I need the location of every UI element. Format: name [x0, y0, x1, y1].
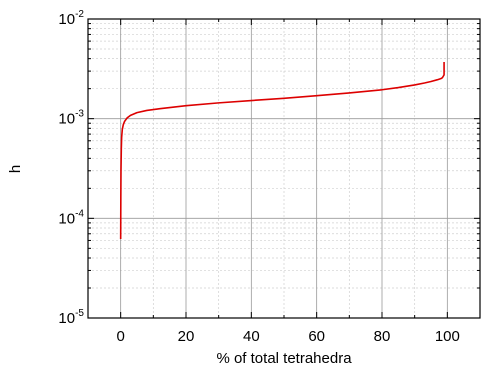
series-layer — [119, 62, 445, 240]
x-tick-label: 40 — [243, 328, 260, 345]
grid — [87, 18, 481, 319]
x-axis: 0 20 40 60 80 100 — [87, 19, 481, 345]
series-line-1 — [119, 62, 445, 240]
y-tick-label: 10-2 — [58, 9, 84, 28]
x-tick-label: 0 — [116, 328, 124, 345]
y-tick-label: 10-5 — [58, 308, 84, 327]
x-tick-label: 80 — [374, 328, 391, 345]
x-tick-label: 60 — [308, 328, 325, 345]
y-axis: 10-2 10-3 10-4 10-5 — [58, 9, 480, 327]
y-axis-label: h — [7, 165, 24, 173]
x-tick-label: 20 — [178, 328, 195, 345]
y-tick-label: 10-4 — [58, 208, 84, 227]
x-tick-label: 100 — [435, 328, 460, 345]
x-axis-label: % of total tetrahedra — [216, 350, 352, 367]
y-tick-label: 10-3 — [58, 109, 84, 128]
